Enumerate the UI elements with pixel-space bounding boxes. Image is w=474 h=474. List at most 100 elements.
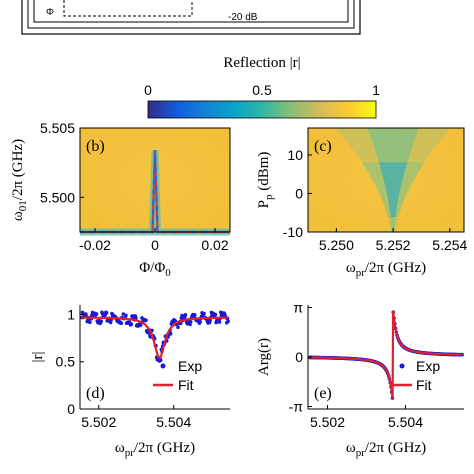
- panel-d-exp-point: [208, 318, 212, 323]
- panel-d-exp-point: [99, 319, 104, 323]
- panel-d-legend-exp: Exp: [178, 358, 202, 374]
- panel-c-dip-core: [384, 180, 402, 184]
- panel-c-dip-core: [383, 177, 403, 181]
- panel-d-legend-fit: Fit: [178, 377, 194, 393]
- panel-d-xlabel: ωpr/2π (GHz): [115, 440, 195, 459]
- panel-b: (b) -0.02 0 0.02 5.500 5.505 Φ/Φ0 ω01/2π (G…: [10, 120, 231, 279]
- panel-e: (e) Exp Fit 5.502 5.504 π 0 -π ωpr/2π (GHz)…: [256, 299, 464, 459]
- panel-d-fit-line: [81, 316, 229, 360]
- panel-c-dip-core: [367, 128, 419, 132]
- panel-e-xtick-label: 5.504: [388, 414, 423, 430]
- panel-e-fit-line: [309, 310, 463, 399]
- panel-d-ytick-label: 1: [67, 306, 75, 322]
- panel-c-dip-core: [387, 195, 399, 199]
- panel-d-exp-point: [124, 313, 128, 318]
- panel-c-dip-core: [388, 198, 399, 202]
- panel-d-exp-point: [144, 318, 148, 322]
- panel-d-exp-point: [226, 319, 230, 324]
- panel-c-dip-core: [379, 161, 407, 165]
- panel-c-label: (c): [314, 138, 332, 155]
- panel-d-exp-point: [108, 320, 113, 325]
- panel-c-xtick-label: 5.252: [376, 237, 411, 253]
- panel-e-legend-exp-marker: [399, 363, 405, 369]
- schematic-inner-box: [33, 0, 349, 23]
- panel-c-dip-core: [385, 185, 401, 189]
- panel-c-xtick-label: 5.250: [319, 237, 354, 253]
- colorbar-tick-1: 1: [372, 82, 380, 98]
- panel-d-exp-point: [192, 313, 197, 317]
- panel-c-dip-core: [390, 213, 396, 217]
- panel-d-legend-exp-marker: [160, 363, 166, 369]
- panel-c-dip-core: [388, 200, 398, 204]
- panel-b-ytick-label: 5.500: [40, 189, 75, 205]
- panel-e-legend-exp: Exp: [416, 358, 440, 374]
- colorbar-title: Reflection |r|: [223, 55, 300, 71]
- panel-c-dip-core: [373, 143, 413, 147]
- panel-c-dip-region: [337, 128, 449, 233]
- panel-c-dip-core: [370, 135, 416, 139]
- panel-d-exp-point: [88, 320, 92, 325]
- panel-d-exp-point: [129, 322, 134, 326]
- phi-label: Φ: [46, 7, 54, 18]
- panel-c-dip-core: [369, 133, 417, 137]
- panel-c-xlabel: ωpr/2π (GHz): [346, 260, 426, 279]
- panel-c-dip-core: [391, 219, 396, 223]
- panel-c-dip-core: [374, 146, 412, 150]
- panel-e-label: (e): [314, 385, 332, 402]
- colorbar-gradient: [147, 100, 377, 119]
- panel-d-ylabel: |r|: [30, 351, 46, 362]
- panel-d-exp-point: [217, 320, 222, 324]
- schematic-middle-box: [27, 0, 355, 29]
- panel-c-ytick-label: -10: [283, 224, 303, 240]
- panel-c-frame: [307, 127, 465, 233]
- panel-c-dip-core: [389, 206, 397, 210]
- panel-c-dip-core: [390, 211, 396, 215]
- panel-e-ytick-label: π: [293, 299, 303, 315]
- panel-c-dip-core: [382, 174, 404, 178]
- panel-c-dip-core: [380, 167, 406, 171]
- panel-c-dip-core: [377, 156, 409, 160]
- panel-d-exp-point: [158, 358, 163, 362]
- panel-e-legend: Exp Fit: [392, 358, 440, 393]
- db-label: -20 dB: [228, 12, 258, 23]
- panel-c-dip-core: [376, 154, 410, 158]
- panel-c-dip-core: [390, 216, 396, 220]
- panel-c-dip-core: [376, 151, 411, 155]
- panel-c-dip-core: [389, 208, 397, 212]
- panel-c-dip-core: [371, 138, 415, 142]
- panel-d-exp-point: [176, 325, 180, 330]
- panel-b-xtick-label: -0.02: [79, 237, 111, 253]
- panel-c-ylabel: Pp (dBm): [256, 152, 275, 209]
- panel-d-exp-point: [198, 320, 202, 324]
- panel-c-dip-core: [391, 224, 395, 228]
- top-schematic: Φ -20 dB: [21, 0, 361, 35]
- panel-d-exp-point: [202, 311, 206, 316]
- panel-d-exp-point: [168, 331, 173, 336]
- panel-c-dip-core: [386, 187, 401, 191]
- panel-d-exp-point: [213, 312, 218, 317]
- panel-d-exp-point: [94, 312, 99, 316]
- panel-c-dip-core: [386, 190, 400, 194]
- panel-d-exp-point: [121, 312, 126, 316]
- panel-b-label: (b): [86, 138, 105, 155]
- panel-d-ytick-label: 0.5: [56, 354, 76, 370]
- panel-b-xtick-label: 0.02: [201, 237, 228, 253]
- panel-c-dip-core: [387, 193, 400, 197]
- colorbar: Reflection |r| 0 0.5 1: [144, 55, 380, 119]
- panel-b-ytick-label: 5.505: [40, 120, 75, 136]
- colorbar-tick-0: 0: [144, 82, 152, 98]
- panel-b-ylabel: ω01/2π (GHz): [10, 139, 29, 221]
- panel-c-dip-core: [378, 159, 408, 163]
- schematic-dashed-box: [63, 0, 193, 17]
- panel-d-exp-point: [188, 320, 193, 324]
- schematic-outer-box: [21, 0, 361, 35]
- panel-d-xtick-label: 5.504: [156, 414, 191, 430]
- panel-e-ytick-label: -π: [289, 399, 304, 415]
- panel-b-xtick-label: 0: [151, 237, 159, 253]
- panel-c-dip-core: [380, 164, 407, 168]
- panel-e-xlabel: ωpr/2π (GHz): [346, 440, 426, 459]
- panel-c-dip-core: [368, 130, 418, 134]
- panel-d-xtick-label: 5.502: [81, 414, 116, 430]
- panel-d: (d) Exp Fit 5.502 5.504 0 0.5 1 ωpr/2π (GHz…: [30, 305, 230, 459]
